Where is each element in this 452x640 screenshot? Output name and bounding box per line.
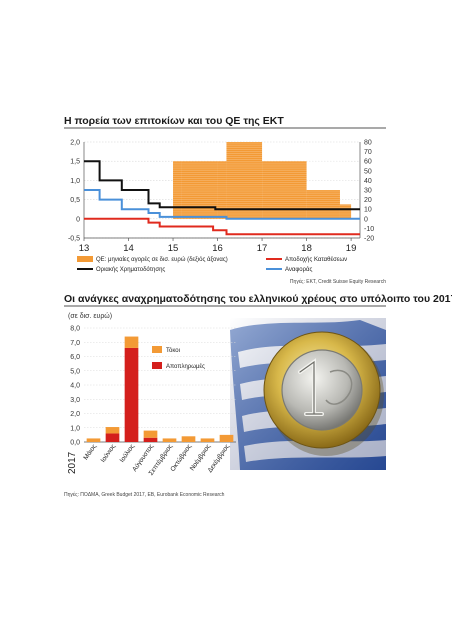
chart1-y-left-tick: 1,0 xyxy=(70,178,80,185)
chart2-y-tick: 1,0 xyxy=(70,425,80,432)
chart2-y-tick: 6,0 xyxy=(70,354,80,361)
chart2-y-tick: 7,0 xyxy=(70,340,80,347)
chart1-y-right-tick: 10 xyxy=(364,207,372,214)
chart2-y-tick: 4,0 xyxy=(70,383,80,390)
chart1-y-left-tick: 0,5 xyxy=(70,197,80,204)
interest-bar xyxy=(162,438,177,442)
chart2-y-tick: 2,0 xyxy=(70,411,80,418)
chart1-y-right-tick: 40 xyxy=(364,178,372,185)
chart2-legend: Τόκοι Αποπληρωμές xyxy=(152,346,205,370)
chart2-x-tick: Μάιος xyxy=(82,443,99,462)
chart1-title: Η πορεία των επιτοκίων και του QE της ΕΚ… xyxy=(64,115,284,127)
chart1-y-right-tick: 80 xyxy=(364,140,372,147)
chart1-y-left-tick: -0,5 xyxy=(68,236,80,243)
chart1-y-left-tick: 1,5 xyxy=(70,159,80,166)
chart1-y-right-ticks: 80 70 60 50 40 30 20 10 0 -10 -20 xyxy=(364,140,374,243)
repayment-bar xyxy=(105,433,120,442)
chart2-x-ticks: Μάιος Ιούνιος ΙούλιοςΑύγουστοςΣεπτέμβριοςΟ… xyxy=(82,443,232,477)
rate-line-1 xyxy=(84,189,360,220)
rate-line-0 xyxy=(84,160,360,211)
chart1-y-right-tick: 30 xyxy=(364,188,372,195)
legend-repayment-swatch xyxy=(152,362,162,369)
legend-marginal-label: Οριακής Χρηματοδότησης xyxy=(96,266,165,273)
chart1-y-left-ticks: 2,0 1,5 1,0 0,5 0 -0,5 xyxy=(68,140,80,243)
chart1-x-tick: 13 xyxy=(79,243,90,254)
chart1-source: Πηγές: ΕΚΤ, Credit Suisse Equity Researc… xyxy=(290,278,386,285)
chart2-y-tick: 8,0 xyxy=(70,326,80,333)
legend-qe-swatch xyxy=(77,256,93,262)
chart2-bars xyxy=(86,336,234,442)
interest-bar xyxy=(86,438,101,442)
chart1-x-tick: 15 xyxy=(168,243,179,254)
chart2-source: Πηγές: ΠΟΔΜΑ, Greek Budget 2017, ΕΒ, Eur… xyxy=(64,491,225,498)
interest-bar xyxy=(200,438,215,442)
chart2-year-label: 2017 xyxy=(67,451,78,474)
chart1-x-tick: 17 xyxy=(257,243,268,254)
chart1-y-right-tick: 20 xyxy=(364,197,372,204)
chart1-y-right-tick: -10 xyxy=(364,226,374,233)
chart1-x-ticks: 13 14 15 16 17 18 19 xyxy=(79,238,357,254)
chart1-x-tick: 18 xyxy=(301,243,312,254)
chart1-x-tick: 19 xyxy=(346,243,357,254)
legend-deposit-label: Αποδοχής Καταθέσεων xyxy=(285,256,347,263)
chart1-y-left-tick: 0 xyxy=(76,216,80,223)
chart2-grid xyxy=(84,327,236,443)
chart1-y-right-tick: 60 xyxy=(364,159,372,166)
interest-bar xyxy=(143,430,158,438)
interest-bar xyxy=(105,427,120,434)
chart1-rate-lines xyxy=(84,160,360,236)
chart2-y-tick: 5,0 xyxy=(70,368,80,375)
chart2-x-tick: Ιούνιος xyxy=(99,443,117,464)
rate-line-2 xyxy=(84,217,360,236)
chart2-x-tick: Ιούλιος xyxy=(118,443,136,464)
legend-repayment-label: Αποπληρωμές xyxy=(166,363,205,370)
chart2-y-ticks: 8,0 7,0 6,0 5,0 4,0 3,0 2,0 1,0 0,0 xyxy=(70,326,80,447)
chart1-y-right-tick: 0 xyxy=(364,216,368,223)
legend-qe-label: QE: μηνιαίες αγορές σε δισ. ευρώ (δεξιός… xyxy=(96,256,228,263)
legend-ref-label: Αναφοράς xyxy=(285,266,312,273)
legend-interest-swatch xyxy=(152,346,162,353)
chart-interest-rates: Η πορεία των επιτοκίων και του QE της ΕΚ… xyxy=(64,115,386,285)
legend-interest-label: Τόκοι xyxy=(166,347,181,354)
interest-bar xyxy=(181,436,196,442)
chart2-y-tick: 3,0 xyxy=(70,397,80,404)
chart1-x-tick: 16 xyxy=(212,243,223,254)
chart2-unit-label: (σε δισ. ευρώ) xyxy=(68,312,112,320)
chart1-y-right-tick: 70 xyxy=(364,149,372,156)
chart2-y-tick: 0,0 xyxy=(70,440,80,447)
chart1-y-left-tick: 2,0 xyxy=(70,140,80,147)
qe-bar xyxy=(306,190,340,219)
chart1-x-tick: 14 xyxy=(123,243,134,254)
chart1-y-right-tick: -20 xyxy=(364,236,374,243)
interest-bar xyxy=(124,336,139,348)
chart1-y-right-tick: 50 xyxy=(364,168,372,175)
chart2-title: Οι ανάγκες αναχρηματοδότησης του ελληνικ… xyxy=(64,293,452,305)
repayment-bar xyxy=(143,437,158,442)
chart-refinancing-needs: Οι ανάγκες αναχρηματοδότησης του ελληνικ… xyxy=(64,293,452,498)
chart1-legend: QE: μηνιαίες αγορές σε δισ. ευρώ (δεξιός… xyxy=(77,256,347,273)
euro-coin-icon xyxy=(263,331,384,456)
repayment-bar xyxy=(124,347,139,442)
chart1-qe-bars xyxy=(173,141,352,219)
interest-bar xyxy=(219,434,234,442)
qe-bar xyxy=(339,204,352,219)
